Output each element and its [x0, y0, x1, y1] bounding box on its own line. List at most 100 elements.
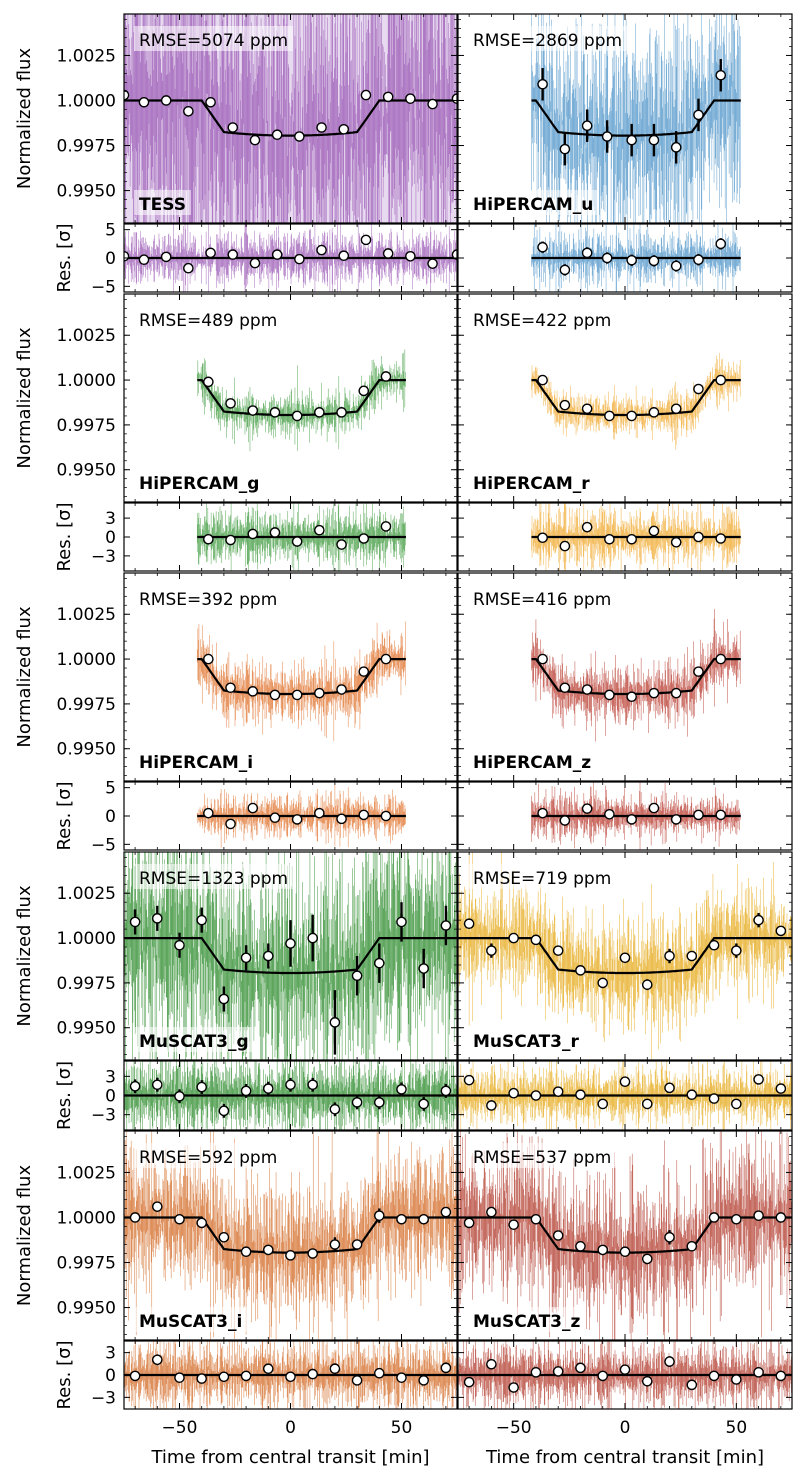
model-curve — [531, 99, 741, 137]
binned-point — [183, 105, 194, 117]
binned-flux-points — [537, 59, 727, 166]
binned-point — [291, 689, 303, 701]
binned-point — [360, 89, 372, 101]
instrument-label-bg — [468, 190, 599, 215]
instrument-label: HiPERCAM_r — [473, 474, 590, 494]
rmse-label: RMSE=489 ppm — [139, 311, 277, 331]
binned-point — [203, 376, 214, 388]
binned-point — [648, 407, 660, 418]
binned-point — [693, 383, 704, 395]
binned-point — [336, 684, 347, 695]
binned-point — [271, 129, 283, 141]
binned-flux-points — [203, 653, 392, 701]
res-tick-label: 5 — [105, 221, 116, 241]
binned-point — [581, 120, 593, 132]
binned-point — [581, 403, 593, 415]
res-tick-label: −5 — [91, 277, 116, 297]
binned-point — [247, 405, 259, 416]
residual-point — [382, 248, 394, 259]
model-curve — [124, 99, 457, 137]
rmse-label: RMSE=5074 ppm — [139, 31, 288, 51]
binned-point — [138, 96, 150, 108]
flux-tick-label: 1.0000 — [57, 650, 116, 670]
binned-point — [291, 410, 303, 422]
instrument-label: TESS — [139, 195, 186, 215]
residual-point — [648, 255, 660, 267]
residual-point — [225, 818, 236, 830]
binned-point — [203, 653, 214, 665]
panel-TESS: 0.9950 0.9975 1.0000 1.0025 −5 0 5 RMSE=5074 pp… — [14, 13, 458, 297]
residual-point — [336, 813, 347, 825]
residual-point — [247, 528, 259, 540]
res-tick-label: 3 — [105, 509, 116, 529]
residual-point — [247, 802, 259, 814]
residual-point — [271, 249, 283, 260]
residual-point — [380, 521, 392, 532]
residual-point — [314, 524, 325, 536]
residual-point — [559, 540, 571, 552]
residual-point — [294, 253, 305, 265]
residual-point — [314, 807, 325, 819]
residual-point — [160, 251, 172, 263]
residual-point — [626, 254, 637, 266]
binned-point — [559, 399, 571, 411]
binned-point — [405, 93, 416, 104]
residual-point — [693, 531, 704, 543]
residual-point — [559, 264, 571, 276]
residual-point — [203, 533, 214, 545]
residual-point — [715, 238, 727, 250]
binned-point — [693, 109, 704, 121]
residual-point — [338, 250, 350, 262]
res-tick-label: 0 — [105, 249, 116, 269]
flux-tick-label: 1.0025 — [57, 46, 116, 66]
residual-point — [715, 533, 727, 544]
binned-point — [358, 385, 370, 397]
residual-point — [225, 534, 236, 546]
binned-point — [559, 143, 571, 155]
binned-point — [247, 686, 259, 697]
binned-point — [314, 407, 325, 418]
residual-point — [358, 533, 370, 544]
residual-point — [427, 258, 438, 269]
binned-flux-points — [203, 371, 392, 422]
flux-tick-label: 1.0025 — [57, 605, 116, 625]
binned-point — [537, 78, 548, 90]
binned-point — [160, 95, 172, 106]
residual-point — [205, 247, 216, 259]
residual-point — [380, 810, 392, 822]
binned-point — [358, 666, 370, 677]
residual-point — [183, 262, 194, 274]
binned-point — [427, 98, 438, 110]
panel-HiPERCAM_g: 0.9950 0.9975 1.0000 1.0025 −303 RMSE=489 ppm… — [14, 293, 458, 572]
binned-residual-points — [537, 521, 727, 552]
raw-data-flux — [196, 621, 406, 742]
residual-point — [227, 249, 239, 260]
residual-point — [405, 250, 416, 262]
flux-tick-label: 0.9975 — [57, 137, 116, 157]
residual-point — [604, 533, 615, 545]
residual-point — [336, 539, 347, 550]
binned-point — [380, 371, 392, 382]
flux-tick-label: 1.0000 — [57, 371, 116, 391]
residual-point — [249, 257, 261, 269]
binned-point — [294, 131, 305, 142]
instrument-label: HiPERCAM_g — [139, 474, 259, 494]
binned-point — [227, 122, 239, 133]
plot-layer: 0.9950 0.9975 1.0000 1.0025 −5 0 5 RMSE=5074 pp… — [14, 13, 793, 1468]
residual-point — [581, 521, 593, 533]
binned-point — [269, 407, 281, 418]
binned-point — [205, 96, 216, 108]
binned-point — [225, 398, 236, 409]
instrument-label-bg — [134, 190, 191, 215]
rmse-label-bg — [468, 306, 617, 331]
flux-tick-label: 0.9950 — [57, 740, 116, 760]
residual-point — [360, 234, 372, 246]
residual-point — [537, 532, 548, 544]
rmse-label: RMSE=2869 ppm — [473, 31, 622, 51]
binned-point — [626, 410, 637, 422]
residual-point — [138, 254, 150, 266]
binned-point — [601, 131, 613, 142]
binned-point — [626, 134, 637, 146]
flux-tick-label: 0.9975 — [57, 695, 116, 715]
